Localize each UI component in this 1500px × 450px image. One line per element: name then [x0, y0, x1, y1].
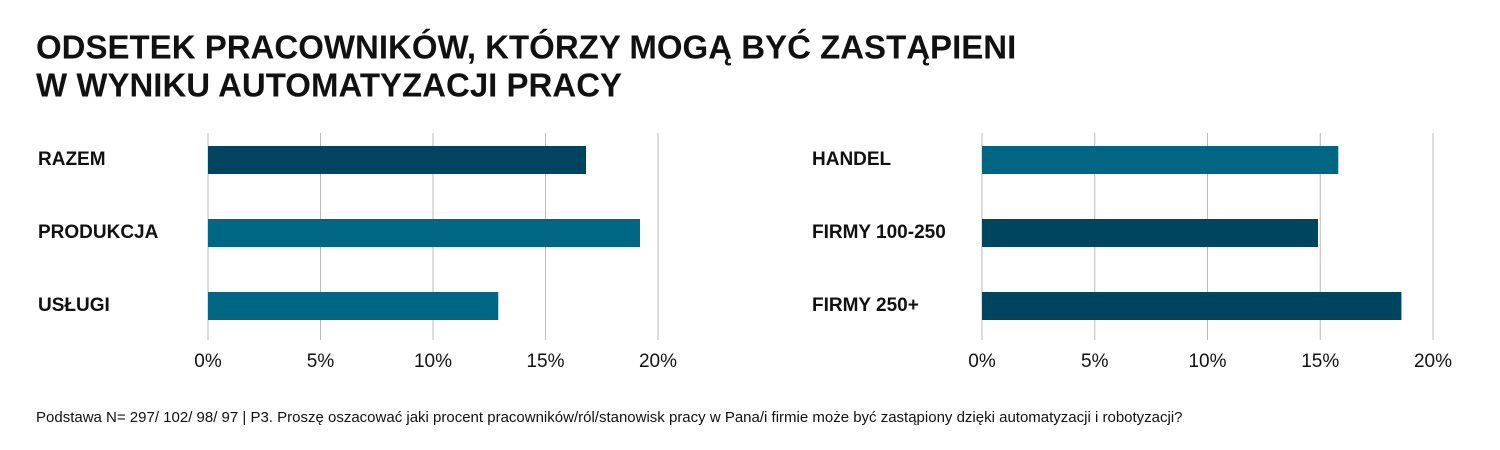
- x-tick-label: 5%: [1081, 351, 1109, 372]
- bar: [982, 146, 1339, 174]
- category-label: FIRMY 250+: [812, 295, 919, 316]
- category-label: FIRMY 100-250: [812, 222, 946, 243]
- bar: [982, 292, 1402, 320]
- category-label: RAZEM: [38, 149, 106, 170]
- bar: [982, 219, 1318, 247]
- bar: [208, 292, 499, 320]
- x-tick-label: 20%: [639, 351, 677, 372]
- x-tick-label: 15%: [1301, 351, 1339, 372]
- x-tick-label: 15%: [526, 351, 564, 372]
- x-tick-label: 5%: [307, 351, 335, 372]
- category-label: USŁUGI: [38, 295, 110, 316]
- x-tick-label: 0%: [968, 351, 996, 372]
- title-line: ODSETEK PRACOWNIKÓW, KTÓRZY MOGĄ BYĆ ZAS…: [36, 29, 1016, 66]
- footnote: Podstawa N= 297/ 102/ 98/ 97 | P3. Prosz…: [36, 409, 1183, 426]
- x-tick-label: 20%: [1414, 351, 1452, 372]
- category-label: HANDEL: [812, 149, 892, 170]
- title-line: W WYNIKU AUTOMATYZACJI PRACY: [36, 67, 622, 104]
- x-tick-label: 10%: [414, 351, 452, 372]
- bar: [208, 146, 586, 174]
- category-label: PRODUKCJA: [38, 222, 159, 243]
- bar: [208, 219, 640, 247]
- x-tick-label: 0%: [194, 351, 222, 372]
- x-tick-label: 10%: [1188, 351, 1226, 372]
